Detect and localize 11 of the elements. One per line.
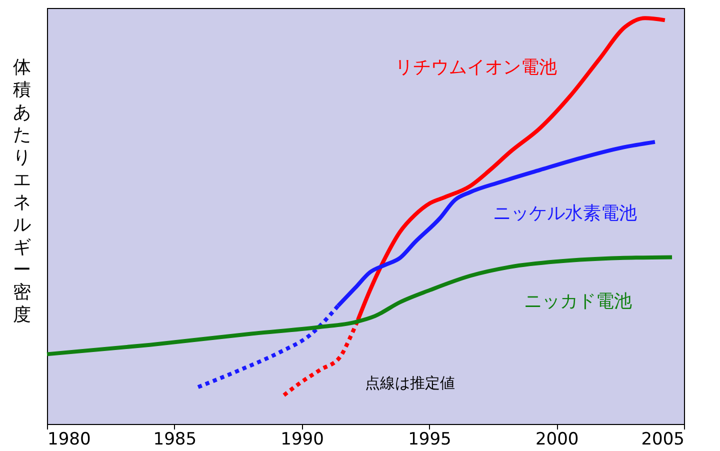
x-tick-label: 1985 bbox=[153, 430, 197, 450]
x-tick-label: 2005 bbox=[641, 430, 684, 450]
x-tick-label: 1995 bbox=[408, 430, 452, 450]
series-label: ニッケル水素電池 bbox=[492, 202, 637, 224]
x-tick-label: 2000 bbox=[535, 430, 579, 450]
x-tick-label: 1990 bbox=[280, 430, 324, 450]
x-tick-label: 1980 bbox=[48, 430, 91, 450]
text: 体積あたりエネルギー密度 bbox=[13, 57, 31, 326]
series-label: ニッカド電池 bbox=[524, 291, 632, 312]
series-label: リチウムイオン電池 bbox=[394, 57, 557, 78]
annotation: 点線は推定値 bbox=[365, 374, 455, 392]
